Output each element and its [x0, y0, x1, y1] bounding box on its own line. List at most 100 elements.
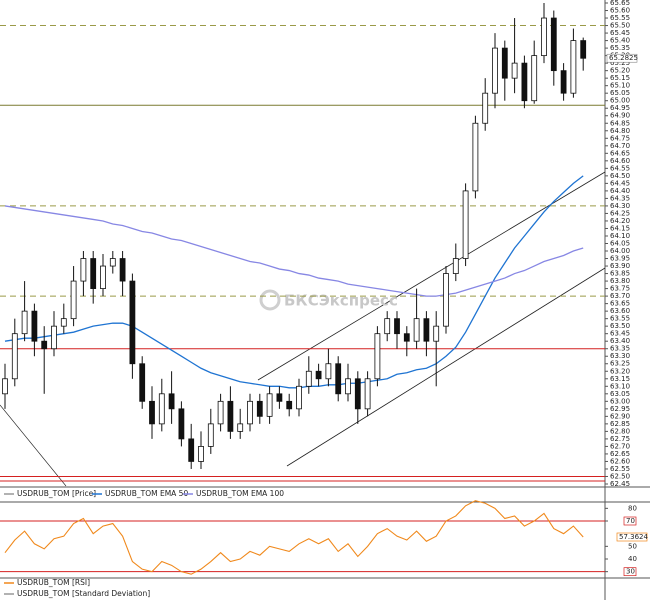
y-tick-label: 65.35: [610, 44, 630, 52]
last-value-label: 57.3624: [619, 533, 648, 541]
y-tick-label: 65.45: [610, 29, 630, 37]
y-tick-label: 64.80: [610, 127, 630, 135]
candle-body: [354, 378, 361, 410]
legend-label: USDRUB_TOM EMA 50: [105, 489, 188, 498]
candle-body: [119, 258, 126, 282]
candle-body: [139, 363, 146, 402]
ema-line: [4, 205, 584, 297]
trend-line: [0, 404, 67, 487]
y-tick-label: 62.45: [610, 480, 630, 488]
candle-body: [207, 423, 214, 447]
y-tick-label: 64.50: [610, 172, 630, 180]
y-tick-label: 50: [628, 542, 637, 550]
candle-body: [462, 190, 469, 259]
y-tick-label: 63.15: [610, 375, 630, 383]
y-tick-label: 63.00: [610, 397, 630, 405]
candle-body: [188, 438, 195, 462]
watermark-logo: [259, 289, 281, 311]
legend-label: USDRUB_TOM EMA 100: [196, 489, 284, 498]
candle-body: [100, 265, 106, 289]
y-tick-label: 62.70: [610, 442, 630, 450]
candle-body: [2, 378, 8, 395]
y-tick-label: 64.45: [610, 179, 630, 187]
candle-body: [90, 258, 97, 289]
y-tick-label: 62.60: [610, 457, 630, 465]
level-label-box: [623, 567, 637, 577]
candle-body: [70, 280, 77, 320]
y-tick-label: 63.75: [610, 285, 630, 293]
candle-body: [237, 423, 244, 432]
y-tick-label: 65.25: [610, 59, 630, 67]
candle-body: [51, 325, 57, 350]
y-tick-label: 62.80: [610, 427, 630, 435]
candle-body: [178, 408, 185, 440]
y-tick-label: 64.00: [610, 247, 630, 255]
y-tick-label: 63.65: [610, 300, 630, 308]
y-tick-label: 63.10: [610, 382, 630, 390]
y-tick-label: 65.05: [610, 89, 630, 97]
y-tick-label: 65.50: [610, 22, 630, 30]
last-value-box: [616, 532, 648, 542]
candle-body: [335, 363, 342, 395]
y-tick-label: 63.50: [610, 322, 630, 330]
candle-body: [266, 393, 273, 417]
candle-body: [403, 333, 410, 342]
y-tick-label: 64.40: [610, 187, 630, 195]
candle-body: [492, 47, 498, 94]
candle-body: [247, 400, 253, 425]
y-tick-label: 63.70: [610, 292, 630, 300]
y-tick-label: 65.00: [610, 97, 630, 105]
candle-body: [531, 55, 538, 102]
candle-body: [305, 370, 312, 387]
y-tick-label: 62.75: [610, 435, 630, 443]
candle-body: [158, 393, 165, 425]
candle-body: [129, 280, 136, 365]
candle-body: [472, 122, 479, 192]
y-tick-label: 65.15: [610, 74, 630, 82]
candle-body: [31, 310, 38, 342]
last-price-label: 65.2825: [609, 54, 638, 62]
y-tick-label: 65.40: [610, 37, 630, 45]
candle-body: [276, 393, 283, 402]
y-tick-label: 65.10: [610, 82, 630, 90]
y-tick-label: 64.70: [610, 142, 630, 150]
y-tick-label: 64.95: [610, 104, 630, 112]
level-label-box: [623, 516, 637, 526]
candle-body: [511, 62, 518, 79]
y-tick-label: 70: [626, 517, 635, 525]
candle-body: [345, 378, 351, 395]
y-tick-label: 64.15: [610, 224, 630, 232]
y-tick-label: 63.45: [610, 330, 630, 338]
watermark: БКСЭкспресс: [284, 292, 398, 310]
y-tick-label: 62.50: [610, 472, 630, 480]
candle-body: [256, 400, 263, 417]
y-tick-label: 63.30: [610, 352, 630, 360]
candle-body: [521, 62, 528, 102]
candle-body: [315, 370, 322, 380]
candle-body: [21, 310, 28, 335]
y-tick-label: 64.25: [610, 209, 630, 217]
y-tick-label: 64.05: [610, 240, 630, 248]
y-tick-label: 62.55: [610, 465, 630, 473]
candle-body: [443, 273, 449, 327]
y-tick-label: 64.20: [610, 217, 630, 225]
ema-line: [4, 175, 584, 389]
y-tick-label: 65.65: [610, 0, 630, 7]
candle-body: [570, 40, 577, 94]
last-price-box: [606, 53, 638, 63]
candle-body: [580, 40, 587, 59]
y-tick-label: 64.90: [610, 112, 630, 120]
y-tick-label: 63.60: [610, 307, 630, 315]
y-tick-label: 64.30: [610, 202, 630, 210]
y-tick-label: 63.40: [610, 337, 630, 345]
legend-label: USDRUB_TOM [Price]: [17, 489, 96, 498]
candle-body: [80, 258, 87, 282]
y-tick-label: 65.55: [610, 14, 630, 22]
y-tick-label: 63.95: [610, 255, 630, 263]
candle-body: [384, 318, 391, 335]
y-tick-label: 63.35: [610, 345, 630, 353]
y-tick-label: 64.60: [610, 157, 630, 165]
y-tick-label: 63.85: [610, 270, 630, 278]
candle-body: [541, 17, 547, 57]
